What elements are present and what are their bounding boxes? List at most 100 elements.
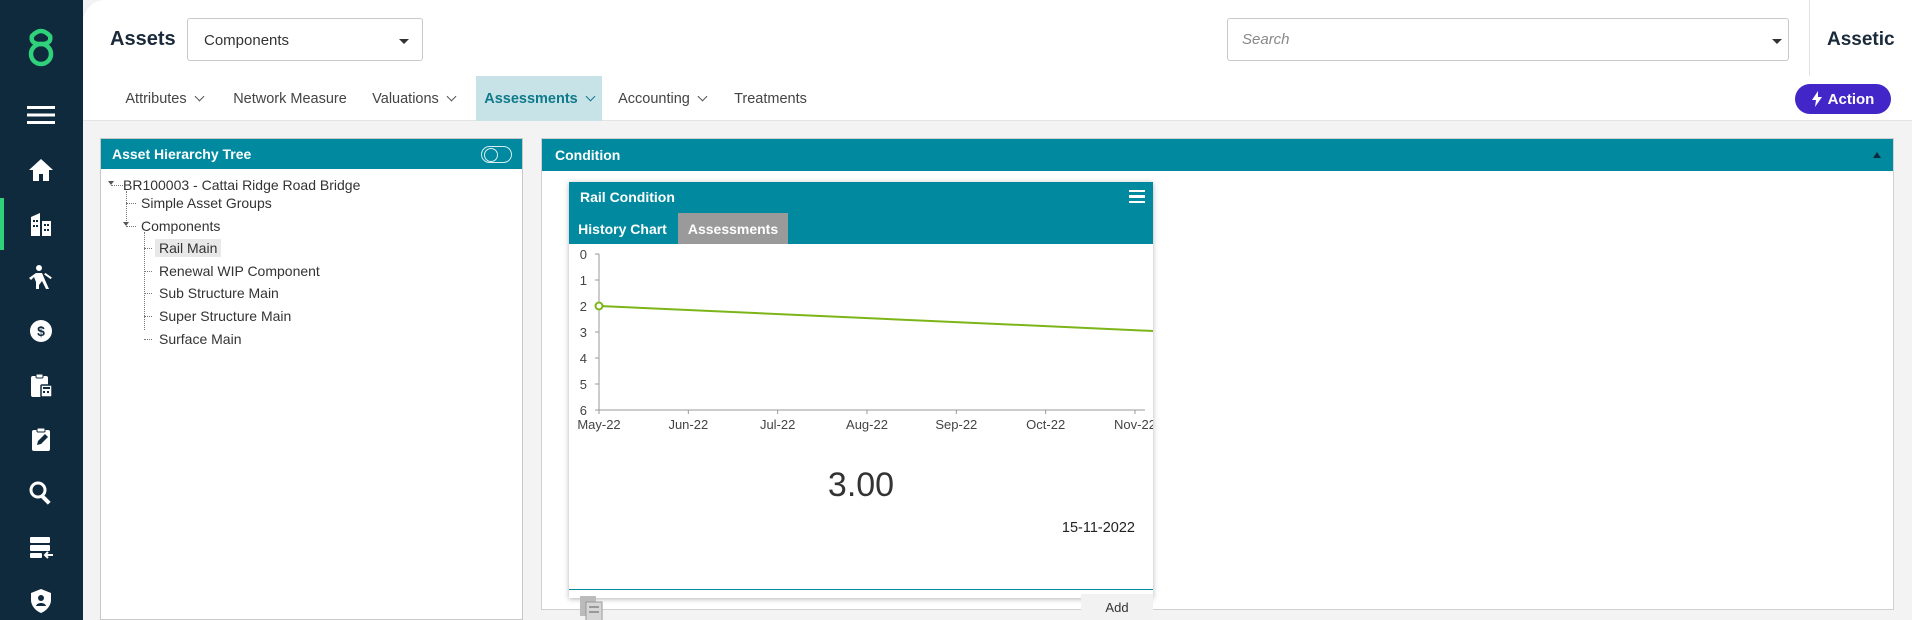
tree-node-components[interactable]: Components [141,218,221,234]
search-box[interactable] [1227,18,1789,61]
data-point [594,301,604,311]
search-icon[interactable] [24,476,58,510]
asset-hierarchy-tree-panel: Asset Hierarchy Tree BR100003 - Cattai R… [100,138,523,620]
tab-label: Attributes [125,90,187,107]
condition-panel-header: Condition [542,139,1893,171]
tab-assessments-widget[interactable]: Assessments [678,213,788,244]
chevron-down-icon [194,91,205,102]
x-tick-label: Aug-22 [846,417,888,432]
tree-connector [144,248,152,249]
tab-history-chart[interactable]: History Chart [569,213,676,244]
tree-connector [126,226,136,227]
tab-attributes[interactable]: Attributes [110,76,218,121]
tree-node-root[interactable]: BR100003 - Cattai Ridge Road Bridge [123,177,361,193]
condition-date: 15-11-2022 [1061,520,1135,536]
finance-icon[interactable]: $ [24,314,58,348]
clipboard-calc-icon[interactable] [24,368,58,402]
tab-valuations[interactable]: Valuations [363,76,464,121]
menu-icon[interactable] [24,98,58,132]
tree-connector [111,185,123,186]
action-button-label: Action [1827,90,1875,108]
toggle-switch[interactable] [481,146,512,163]
left-navigation: $ [0,0,83,620]
chevron-down-icon[interactable] [1772,39,1782,44]
tree-node-surface-main[interactable]: Surface Main [159,331,242,347]
shield-user-icon[interactable] [24,584,58,618]
brand-name: Assetic [1827,29,1895,50]
tab-label: Network Measure [233,90,347,107]
tree-node-super-structure-main[interactable]: Super Structure Main [159,308,292,324]
collapse-up-icon[interactable] [1873,152,1881,158]
widget-footer: Add [569,590,1153,620]
tree-node-simple-asset-groups[interactable]: Simple Asset Groups [141,195,272,211]
x-tick-label: Jul-22 [760,417,795,432]
widget-title: Rail Condition [580,189,675,205]
svg-text:$: $ [37,323,45,339]
tree-connector [126,191,127,225]
tab-assessments[interactable]: Assessments [476,76,602,121]
page-title: Assets [110,28,176,50]
tab-label: Valuations [372,90,439,107]
active-nav-indicator [0,198,4,250]
y-tick-label: 4 [580,351,587,366]
action-button[interactable]: Action [1795,84,1891,114]
module-select-value: Components [204,32,290,49]
hamburger-menu-icon[interactable] [1129,190,1145,204]
tree-node-sub-structure-main[interactable]: Sub Structure Main [159,285,279,301]
module-select[interactable]: Components [187,18,423,61]
tree-connector [144,271,152,272]
chevron-down-icon [697,91,708,102]
copy-icon[interactable] [577,594,607,620]
series-line [598,305,1153,332]
x-tick-label: Jun-22 [668,417,708,432]
tab-label: Treatments [734,90,807,107]
tab-network-measure[interactable]: Network Measure [225,76,355,121]
widget-tabs: History Chart Assessments [569,212,1153,244]
server-import-icon[interactable] [24,530,58,564]
y-tick-label: 5 [580,377,587,392]
tab-treatments[interactable]: Treatments [723,76,818,121]
y-tick-label: 2 [580,299,587,314]
tree-node-rail-main[interactable]: Rail Main [155,239,222,257]
collapse-triangle-icon[interactable] [108,181,114,185]
clipboard-edit-icon[interactable] [24,422,58,456]
tree-connector [126,203,136,204]
chevron-down-icon [585,91,596,102]
home-icon[interactable] [24,153,58,187]
x-tick-label: May-22 [577,417,620,432]
y-tick-label: 1 [580,273,587,288]
condition-value: 3.00 [827,466,895,504]
chevron-down-icon [446,91,457,102]
tab-label: Accounting [618,90,690,107]
x-tick-label: Oct-22 [1026,417,1065,432]
widget-header: Rail Condition [569,182,1153,212]
collapse-triangle-icon[interactable] [123,222,129,226]
x-tick-label: Nov-22 [1114,417,1153,432]
x-tick-label: Sep-22 [935,417,977,432]
y-tick-label: 0 [580,247,587,262]
lightning-icon [1811,91,1822,107]
rail-condition-widget: Rail Condition History Chart Assessments… [569,182,1153,620]
tree-node-renewal-wip-component[interactable]: Renewal WIP Component [159,263,320,279]
condition-panel-title: Condition [555,147,621,163]
module-tabs: Attributes Network Measure Valuations As… [83,76,1912,121]
tree-connector [144,293,152,294]
worker-icon[interactable] [24,260,58,294]
tree-panel-title: Asset Hierarchy Tree [112,146,252,162]
chevron-down-icon [399,39,409,44]
tab-label: Assessments [484,90,578,107]
tree-connector [144,339,152,340]
tab-accounting[interactable]: Accounting [608,76,716,121]
top-header: Assets Components Assetic [83,0,1912,76]
y-tick-label: 3 [580,325,587,340]
header-divider [1809,0,1810,76]
y-tick-label: 6 [580,403,587,418]
tree-connector [144,316,152,317]
add-button[interactable]: Add [1081,594,1153,620]
buildings-icon[interactable] [24,207,58,241]
assetic-logo-icon[interactable] [18,22,64,68]
tree-panel-header: Asset Hierarchy Tree [101,139,522,169]
search-input[interactable] [1242,31,1742,48]
widget-body: 0 1 2 3 4 5 6 May-22 Jun-22 Jul-22 Aug-22 Sep-22 Oct… [569,244,1153,590]
